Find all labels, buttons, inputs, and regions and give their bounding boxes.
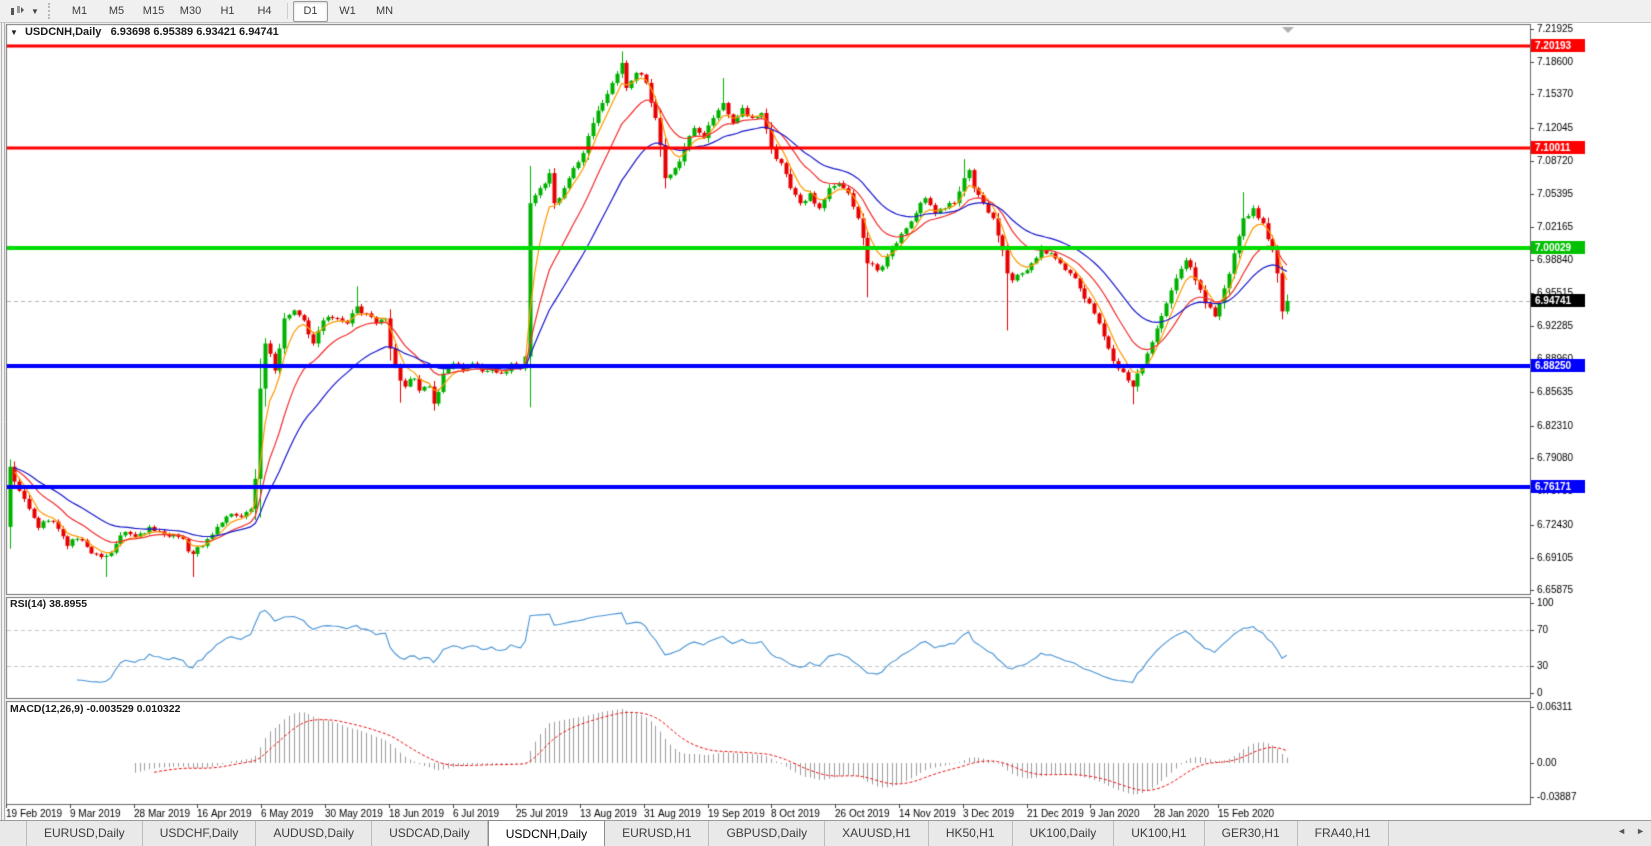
chart-tab-ger30-h1[interactable]: GER30,H1 bbox=[1205, 821, 1298, 846]
chart-tab-bar: EURUSD,Daily USDCHF,Daily AUDUSD,Daily USDC… bbox=[0, 820, 1651, 846]
timeframe-button-m5[interactable]: M5 bbox=[108, 4, 125, 17]
chart-tab-usdchf-daily[interactable]: USDCHF,Daily bbox=[143, 821, 257, 846]
timeframe-button-h1[interactable]: H1 bbox=[220, 4, 235, 17]
chart-tab-xauusd-h1[interactable]: XAUUSD,H1 bbox=[825, 821, 929, 846]
chart-tab-uk100-h1[interactable]: UK100,H1 bbox=[1114, 821, 1205, 846]
chart-tab-uk100-daily[interactable]: UK100,Daily bbox=[1013, 821, 1115, 846]
chart-type-dropdown-caret[interactable]: ▼ bbox=[31, 6, 39, 16]
chart-tab-eurusd-daily[interactable]: EURUSD,Daily bbox=[26, 821, 143, 846]
timeframe-button-mn[interactable]: MN bbox=[375, 4, 394, 17]
timeframe-button-m30[interactable]: M30 bbox=[179, 4, 202, 17]
chart-tab-usdcnh-daily[interactable]: USDCNH,Daily bbox=[487, 820, 606, 846]
timeframe-button-h4[interactable]: H4 bbox=[257, 4, 272, 17]
timeframe-button-d1[interactable]: D1 bbox=[293, 0, 328, 22]
chart-tab-audusd-daily[interactable]: AUDUSD,Daily bbox=[256, 821, 373, 846]
chart-tab-usdcad-daily[interactable]: USDCAD,Daily bbox=[372, 821, 488, 846]
toolbar-separator bbox=[287, 3, 288, 19]
chart-tab-eurusd-h1[interactable]: EURUSD,H1 bbox=[605, 821, 710, 846]
chart-tab-hk50-h1[interactable]: HK50,H1 bbox=[929, 821, 1013, 846]
timeframe-button-m1[interactable]: M1 bbox=[71, 4, 88, 17]
chart-type-icon[interactable] bbox=[6, 2, 28, 20]
timeframe-button-m15[interactable]: M15 bbox=[142, 4, 165, 17]
timeframe-toolbar: ▼ M1 M5 M15 M30 H1 H4 D1 W1 MN bbox=[0, 0, 1651, 23]
tab-scroll-right-icon[interactable]: ► bbox=[1636, 826, 1645, 836]
tab-scroll-left-icon[interactable]: ◄ bbox=[1617, 826, 1627, 836]
chart-tab-fra40-h1[interactable]: FRA40,H1 bbox=[1298, 821, 1389, 846]
timeframe-button-w1[interactable]: W1 bbox=[339, 4, 356, 17]
toolbar-grip[interactable] bbox=[48, 3, 55, 19]
price-chart-canvas[interactable] bbox=[0, 23, 1651, 820]
chart-tab-gbpusd-daily[interactable]: GBPUSD,Daily bbox=[709, 821, 826, 846]
